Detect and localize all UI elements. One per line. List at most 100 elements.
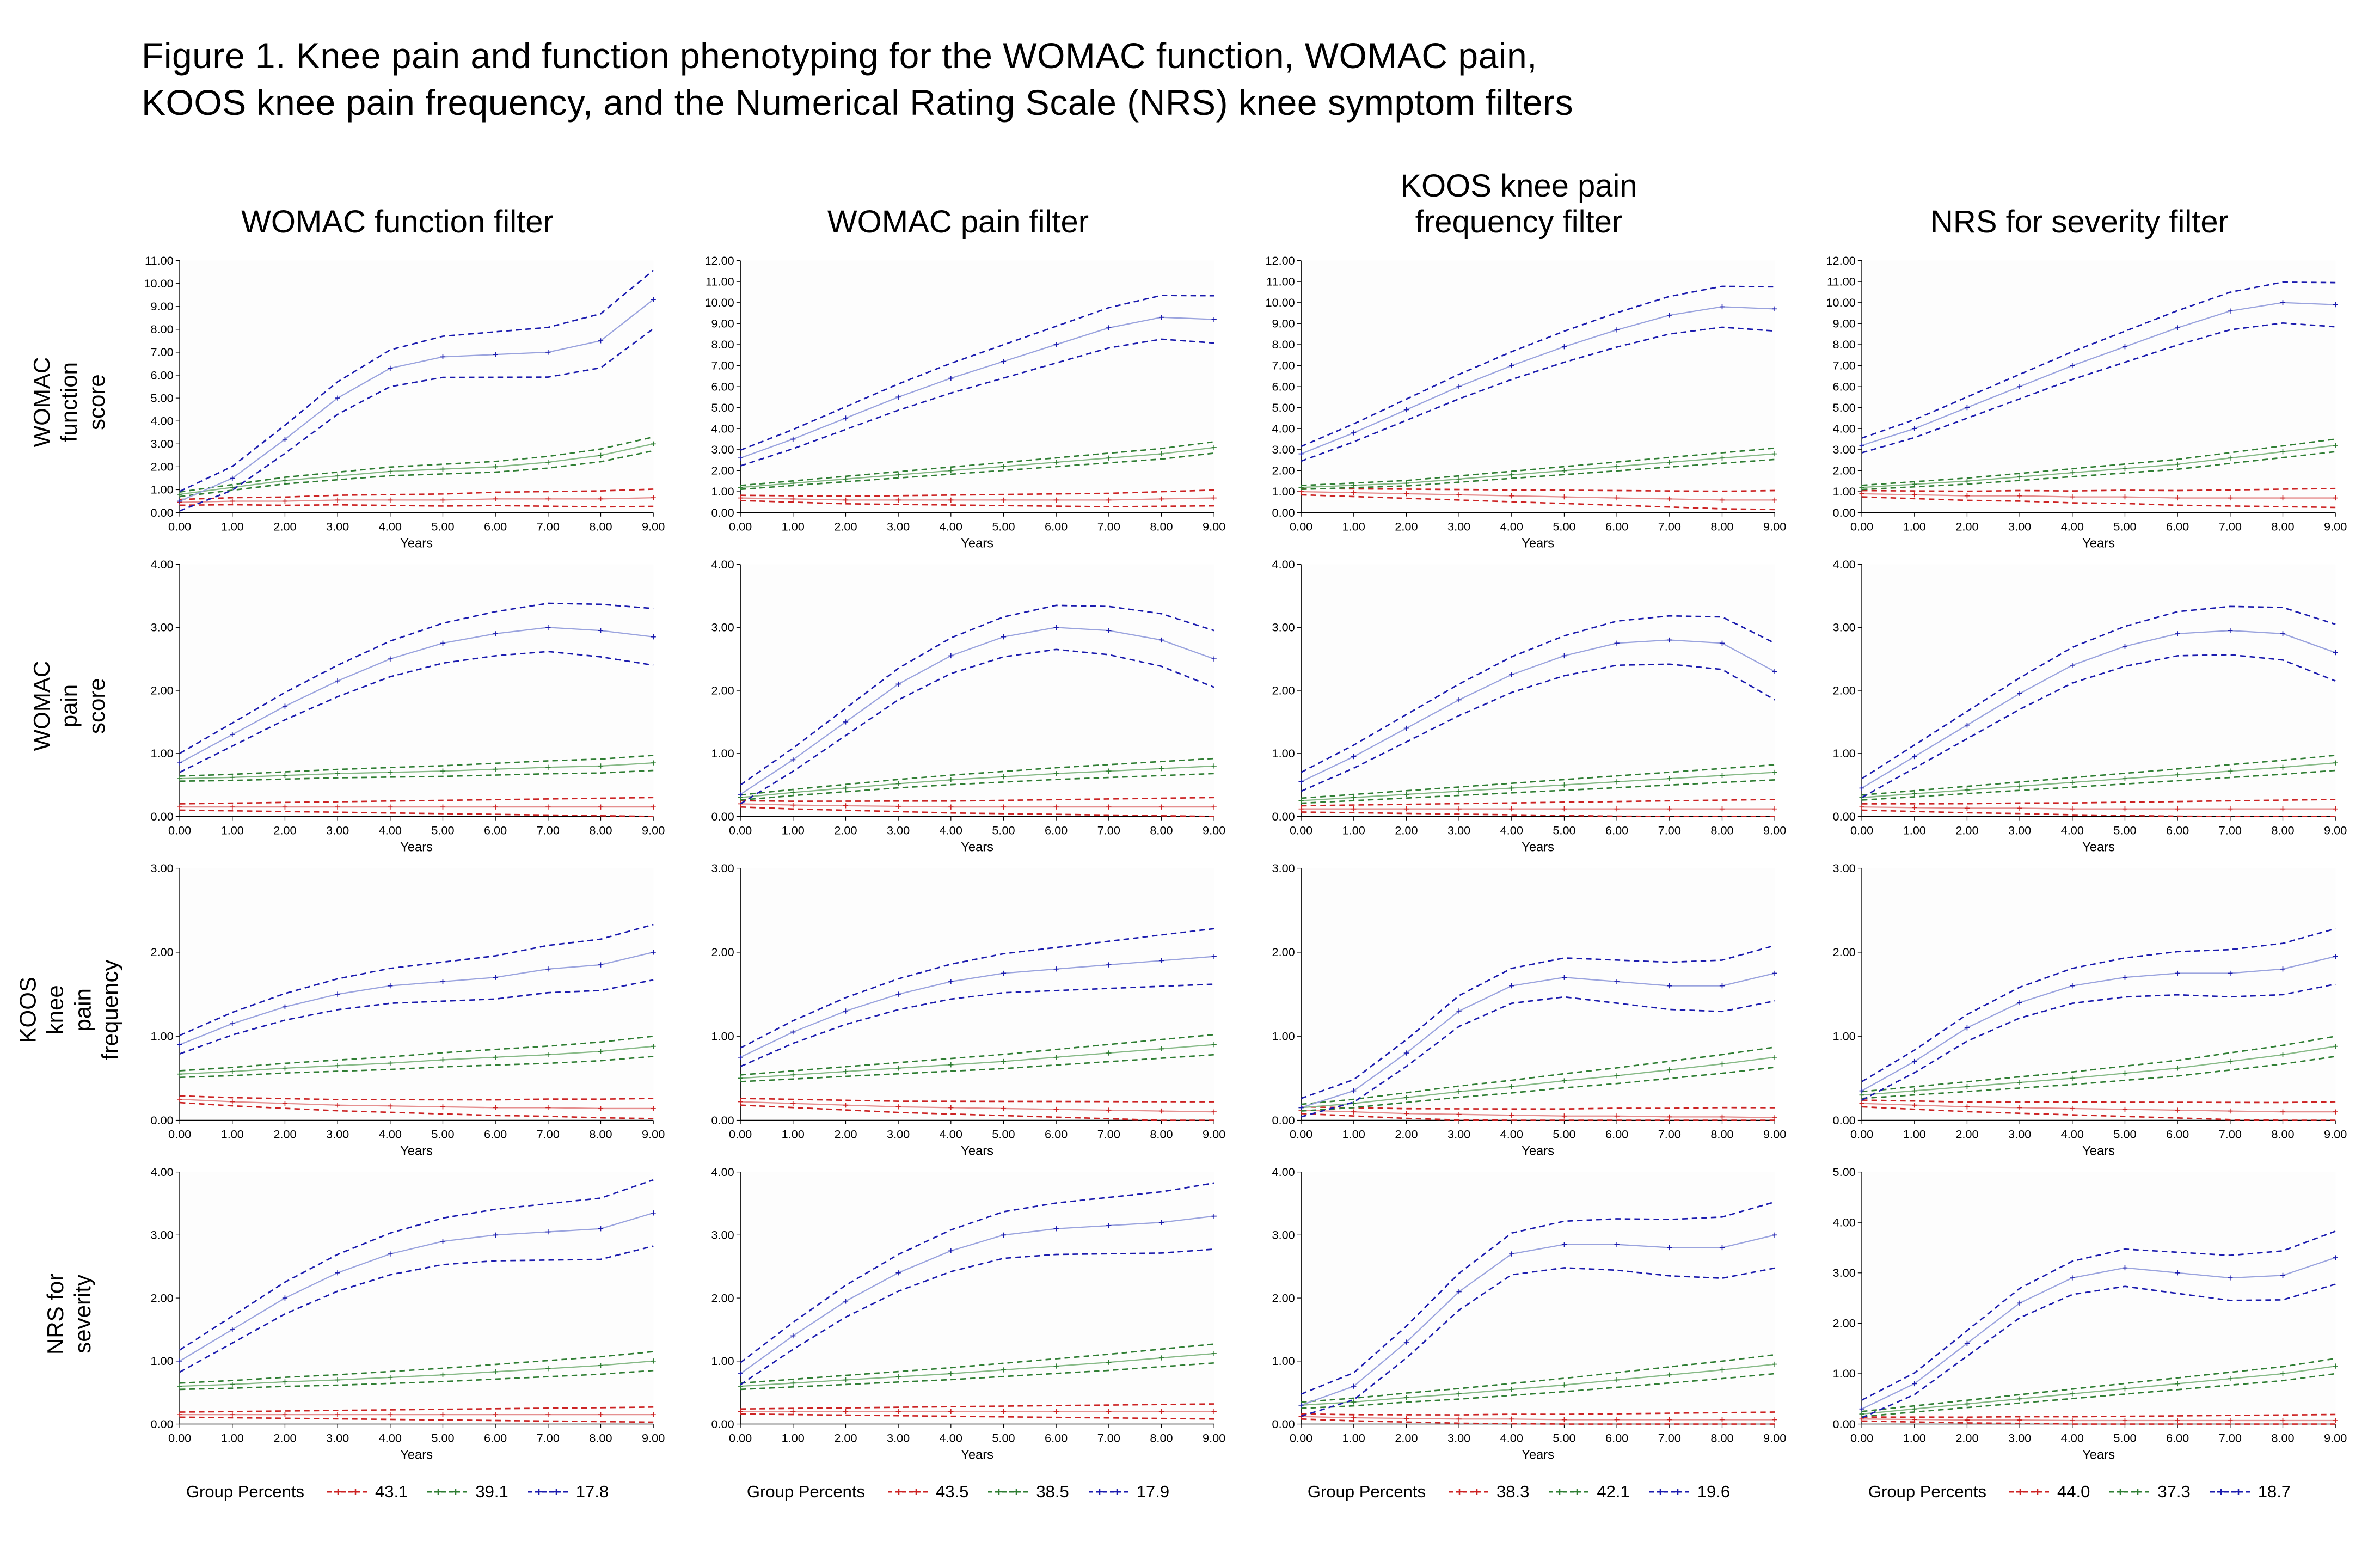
- legend-item-red: 38.3: [1447, 1482, 1529, 1502]
- green-dashed-line-marker-icon: [426, 1486, 470, 1498]
- svg-text:9.00: 9.00: [1763, 1431, 1786, 1445]
- chart-canvas: 0.00 1.00 2.00 3.00 0.00 1.00 2.00 3.00 4.00 5.00…: [1833, 861, 2347, 1159]
- svg-text:2.00: 2.00: [151, 460, 174, 474]
- svg-text:4.00: 4.00: [151, 558, 174, 571]
- svg-text:Years: Years: [400, 536, 433, 551]
- svg-text:1.00: 1.00: [711, 1029, 734, 1043]
- svg-text:Years: Years: [2082, 1448, 2115, 1462]
- svg-text:1.00: 1.00: [221, 1431, 244, 1445]
- svg-text:7.00: 7.00: [1658, 1431, 1681, 1445]
- svg-text:6.00: 6.00: [484, 1431, 507, 1445]
- svg-text:7.00: 7.00: [2219, 1128, 2242, 1141]
- svg-text:2.00: 2.00: [834, 824, 857, 837]
- svg-text:1.00: 1.00: [1272, 746, 1295, 760]
- svg-text:8.00: 8.00: [1710, 1431, 1733, 1445]
- green-dashed-line-marker-icon: [1548, 1486, 1591, 1498]
- legend-column-2: Group Percents 38.3 42.1 19.6: [1238, 1466, 1799, 1517]
- legend-percent-blue: 18.7: [2258, 1481, 2291, 1501]
- svg-text:Years: Years: [1522, 840, 1554, 855]
- legend-percent-red: 44.0: [2057, 1481, 2090, 1501]
- svg-text:0.00: 0.00: [1833, 506, 1856, 519]
- svg-text:3.00: 3.00: [2008, 520, 2031, 534]
- svg-text:3.00: 3.00: [1447, 1128, 1470, 1141]
- svg-text:4.00: 4.00: [1500, 1431, 1523, 1445]
- svg-text:6.00: 6.00: [151, 368, 174, 382]
- svg-text:9.00: 9.00: [2324, 824, 2347, 837]
- svg-text:3.00: 3.00: [151, 861, 174, 875]
- legend-item-blue: 18.7: [2209, 1482, 2291, 1502]
- svg-text:Years: Years: [961, 840, 993, 855]
- svg-text:2.00: 2.00: [834, 520, 857, 534]
- svg-text:7.00: 7.00: [151, 345, 174, 359]
- svg-text:2.00: 2.00: [711, 1291, 734, 1305]
- legend-percent-red: 38.3: [1496, 1481, 1530, 1501]
- svg-text:3.00: 3.00: [1447, 824, 1470, 837]
- svg-text:1.00: 1.00: [1833, 1029, 1856, 1043]
- svg-text:2.00: 2.00: [834, 1431, 857, 1445]
- green-dashed-line-marker-icon: [987, 1486, 1030, 1498]
- svg-text:4.00: 4.00: [2061, 1431, 2084, 1445]
- svg-text:10.00: 10.00: [1826, 296, 1855, 309]
- svg-text:0.00: 0.00: [1850, 1128, 1873, 1141]
- svg-text:Years: Years: [961, 1144, 993, 1159]
- svg-text:4.00: 4.00: [1833, 421, 1856, 435]
- chart-canvas: 0.00 1.00 2.00 3.00 4.00 5.00 0.00 1.00 2.00 3.00…: [1833, 1165, 2347, 1462]
- legend-item-red: 44.0: [2008, 1482, 2090, 1502]
- svg-text:8.00: 8.00: [589, 1128, 612, 1141]
- chart-canvas: 0.00 1.00 2.00 3.00 0.00 1.00 2.00 3.00 4.00 5.00…: [711, 861, 1226, 1159]
- svg-text:4.00: 4.00: [151, 414, 174, 427]
- legend-item-green: 37.3: [2108, 1482, 2191, 1502]
- chart-canvas: 0.00 1.00 2.00 3.00 4.00 0.00 1.00 2.00 3.00 4.00…: [1833, 558, 2347, 855]
- svg-text:1.00: 1.00: [711, 1354, 734, 1368]
- svg-text:5.00: 5.00: [2113, 1431, 2136, 1445]
- svg-text:8.00: 8.00: [1150, 824, 1173, 837]
- svg-text:1.00: 1.00: [1833, 746, 1856, 760]
- legend-title: Group Percents: [186, 1481, 305, 1501]
- svg-text:2.00: 2.00: [1955, 1431, 1978, 1445]
- figure-title-line-2: KOOS knee pain frequency, and the Numeri…: [142, 82, 1574, 123]
- svg-text:1.00: 1.00: [1903, 1128, 1926, 1141]
- svg-text:4.00: 4.00: [940, 520, 962, 534]
- svg-text:1.00: 1.00: [782, 1128, 805, 1141]
- svg-text:9.00: 9.00: [642, 520, 665, 534]
- svg-text:8.00: 8.00: [589, 1431, 612, 1445]
- svg-text:9.00: 9.00: [1763, 824, 1786, 837]
- svg-text:12.00: 12.00: [1265, 254, 1295, 267]
- svg-text:9.00: 9.00: [1833, 317, 1856, 330]
- svg-text:5.00: 5.00: [1833, 1165, 1856, 1179]
- svg-text:8.00: 8.00: [151, 322, 174, 336]
- svg-text:5.00: 5.00: [2113, 824, 2136, 837]
- legend-percent-red: 43.5: [936, 1481, 969, 1501]
- svg-text:0.00: 0.00: [168, 520, 191, 534]
- figure-title-line-1: Figure 1. Knee pain and function phenoty…: [142, 35, 1537, 76]
- svg-text:0.00: 0.00: [711, 1417, 734, 1431]
- svg-text:9.00: 9.00: [2324, 1128, 2347, 1141]
- svg-text:7.00: 7.00: [2219, 824, 2242, 837]
- svg-text:5.00: 5.00: [431, 1128, 454, 1141]
- chart-womac-function-score-womac-function-filter: 0.00 1.00 2.00 3.00 4.00 5.00 6.00 7.00 8.00 9.00…: [117, 250, 678, 554]
- svg-text:7.00: 7.00: [537, 824, 560, 837]
- svg-text:3.00: 3.00: [1833, 621, 1856, 634]
- svg-text:11.00: 11.00: [1827, 274, 1856, 288]
- svg-text:0.00: 0.00: [168, 1128, 191, 1141]
- svg-text:5.00: 5.00: [1553, 520, 1575, 534]
- svg-text:3.00: 3.00: [711, 621, 734, 634]
- chart-canvas: 0.00 1.00 2.00 3.00 4.00 5.00 6.00 7.00 8.00 9.00…: [144, 254, 665, 551]
- svg-text:7.00: 7.00: [537, 520, 560, 534]
- svg-text:0.00: 0.00: [151, 1113, 174, 1127]
- svg-text:0.00: 0.00: [1850, 1431, 1873, 1445]
- svg-text:7.00: 7.00: [537, 1431, 560, 1445]
- svg-text:0.00: 0.00: [729, 1431, 752, 1445]
- svg-text:5.00: 5.00: [992, 1431, 1015, 1445]
- svg-text:5.00: 5.00: [2113, 1128, 2136, 1141]
- chart-womac-pain-score-koos-frequency-filter: 0.00 1.00 2.00 3.00 4.00 0.00 1.00 2.00 3.00 4.00…: [1238, 554, 1799, 858]
- svg-text:1.00: 1.00: [221, 824, 244, 837]
- svg-text:9.00: 9.00: [2324, 1431, 2347, 1445]
- svg-text:2.00: 2.00: [711, 945, 734, 959]
- svg-text:7.00: 7.00: [1658, 520, 1681, 534]
- svg-text:1.00: 1.00: [782, 520, 805, 534]
- legend-percent-green: 38.5: [1036, 1481, 1069, 1501]
- chart-womac-function-score-koos-frequency-filter: 0.00 1.00 2.00 3.00 4.00 5.00 6.00 7.00 8.00 9.00…: [1238, 250, 1799, 554]
- svg-text:2.00: 2.00: [1272, 683, 1295, 697]
